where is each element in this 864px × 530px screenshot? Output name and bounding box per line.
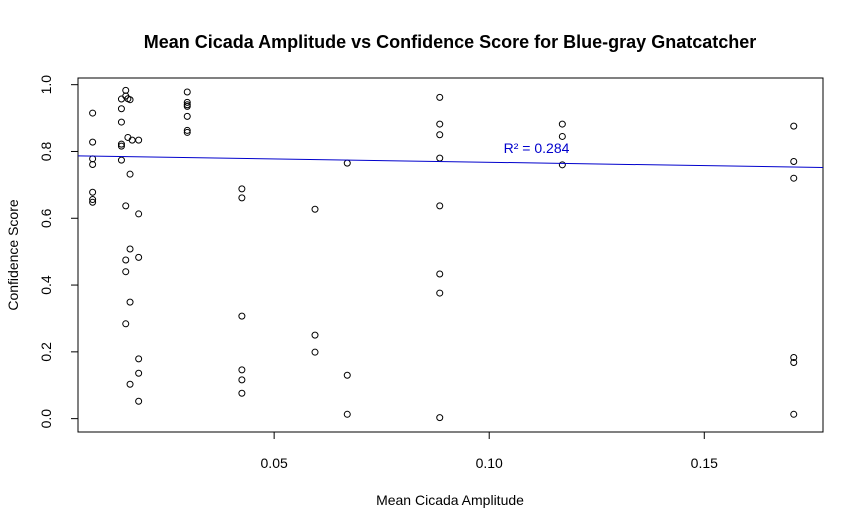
- data-points: [89, 86, 798, 422]
- data-point: [436, 270, 444, 278]
- data-point: [238, 366, 246, 374]
- data-point: [183, 112, 191, 120]
- plot-frame: [77, 77, 824, 433]
- data-point: [343, 371, 351, 379]
- x-tick-label: 0.15: [691, 455, 718, 471]
- data-point: [436, 131, 444, 139]
- data-point: [117, 105, 125, 113]
- data-point: [790, 410, 798, 418]
- data-point: [89, 160, 97, 168]
- y-axis: 0.0 0.2 0.4 0.6 0.8 1.0: [38, 75, 78, 429]
- data-point: [436, 93, 444, 101]
- data-point: [135, 355, 143, 363]
- data-point: [436, 154, 444, 162]
- chart-title: Mean Cicada Amplitude vs Confidence Scor…: [144, 32, 756, 52]
- x-axis-label: Mean Cicada Amplitude: [376, 492, 524, 508]
- data-point: [311, 205, 319, 213]
- data-point: [183, 88, 191, 96]
- data-point: [89, 155, 97, 163]
- data-point: [126, 245, 134, 253]
- y-tick-label: 0.0: [38, 409, 54, 429]
- data-point: [89, 109, 97, 117]
- data-point: [122, 256, 130, 264]
- y-tick-label: 0.4: [38, 275, 54, 295]
- data-point: [790, 122, 798, 130]
- data-point: [183, 98, 191, 106]
- data-point: [343, 159, 351, 167]
- data-point: [135, 136, 143, 144]
- data-point: [135, 397, 143, 405]
- data-point: [89, 198, 97, 206]
- data-point: [436, 202, 444, 210]
- data-point: [436, 414, 444, 422]
- y-tick-label: 0.8: [38, 142, 54, 162]
- data-point: [117, 95, 125, 103]
- data-point: [89, 138, 97, 146]
- data-point: [135, 253, 143, 261]
- data-point: [122, 268, 130, 276]
- data-point: [238, 312, 246, 320]
- data-point: [238, 185, 246, 193]
- data-point: [183, 128, 191, 136]
- data-point: [122, 320, 130, 328]
- fit-line-group: [77, 155, 824, 169]
- data-point: [558, 161, 566, 169]
- data-point: [117, 142, 125, 150]
- data-point: [183, 102, 191, 110]
- data-point: [117, 118, 125, 126]
- data-point: [122, 86, 130, 94]
- data-point: [126, 380, 134, 388]
- r-squared-annotation: R² = 0.284: [504, 140, 570, 156]
- data-point: [117, 140, 125, 148]
- data-point: [135, 369, 143, 377]
- data-point: [311, 348, 319, 356]
- data-point: [436, 289, 444, 297]
- data-point: [436, 120, 444, 128]
- data-point: [238, 376, 246, 384]
- y-tick-label: 1.0: [38, 75, 54, 95]
- data-point: [135, 210, 143, 218]
- data-point: [558, 120, 566, 128]
- data-point: [122, 202, 130, 210]
- y-axis-label: Confidence Score: [5, 199, 21, 311]
- data-point: [89, 188, 97, 196]
- x-axis: 0.05 0.10 0.15: [261, 432, 718, 471]
- data-point: [558, 132, 566, 140]
- y-tick-label: 0.2: [38, 342, 54, 362]
- data-point: [238, 389, 246, 397]
- y-tick-label: 0.6: [38, 208, 54, 228]
- x-tick-label: 0.10: [476, 455, 503, 471]
- data-point: [238, 194, 246, 202]
- data-point: [117, 156, 125, 164]
- data-point: [790, 359, 798, 367]
- data-point: [183, 126, 191, 134]
- data-point: [790, 174, 798, 182]
- fit-line: [77, 155, 824, 169]
- data-point: [89, 196, 97, 204]
- data-point: [343, 410, 351, 418]
- data-point: [126, 170, 134, 178]
- data-point: [311, 331, 319, 339]
- data-point: [126, 96, 134, 104]
- data-point: [126, 298, 134, 306]
- data-point: [790, 354, 798, 362]
- data-point: [790, 157, 798, 165]
- x-tick-label: 0.05: [261, 455, 288, 471]
